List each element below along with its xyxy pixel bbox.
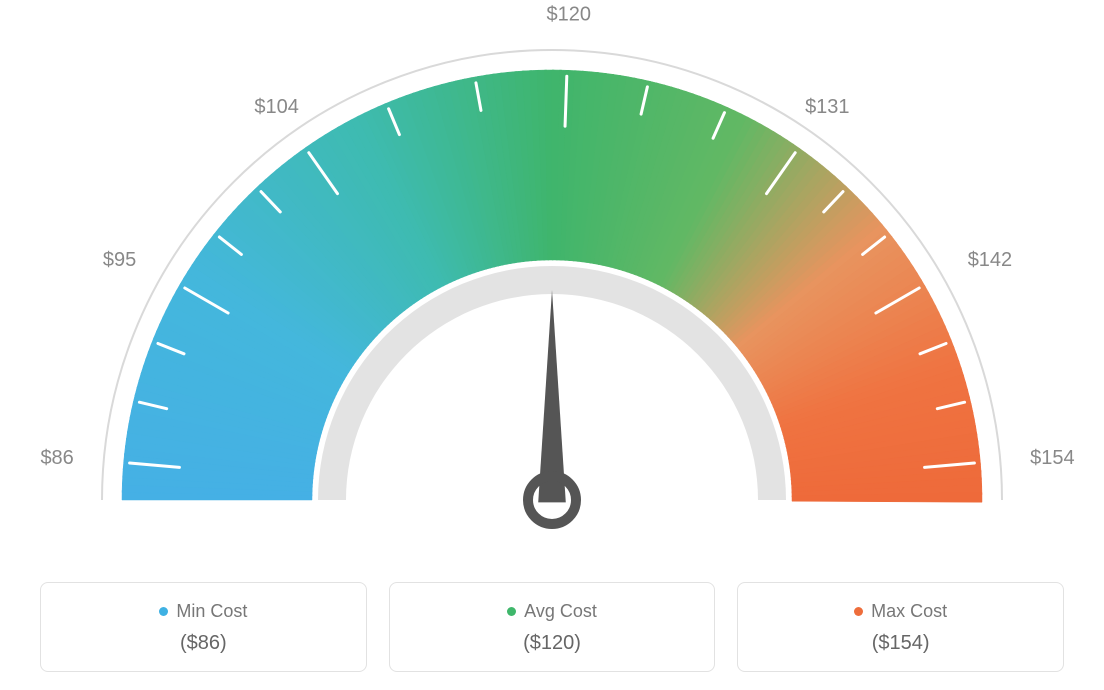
svg-text:$104: $104 xyxy=(254,96,299,118)
legend-label: Max Cost xyxy=(871,601,947,622)
svg-text:$95: $95 xyxy=(103,249,136,271)
dot-icon xyxy=(854,607,863,616)
dot-icon xyxy=(507,607,516,616)
svg-text:$120: $120 xyxy=(547,3,592,25)
svg-text:$86: $86 xyxy=(40,447,73,469)
cost-gauge-widget: $86 $95 $104 $120 $131 $142 $154 Min Cost ($86… xyxy=(0,0,1104,690)
legend-value: ($154) xyxy=(748,632,1053,655)
legend-avg-cost: Avg Cost ($120) xyxy=(389,582,716,672)
legend-max-cost: Max Cost ($154) xyxy=(737,582,1064,672)
legend-value: ($86) xyxy=(51,632,356,655)
svg-text:$154: $154 xyxy=(1030,447,1075,469)
legend-row: Min Cost ($86) Avg Cost ($120) Max Cost … xyxy=(40,582,1064,672)
gauge-chart: $86 $95 $104 $120 $131 $142 $154 xyxy=(0,0,1104,560)
svg-text:$142: $142 xyxy=(968,249,1013,271)
legend-label: Avg Cost xyxy=(524,601,597,622)
legend-value: ($120) xyxy=(400,632,705,655)
svg-text:$131: $131 xyxy=(805,96,850,118)
legend-min-cost: Min Cost ($86) xyxy=(40,582,367,672)
legend-label: Min Cost xyxy=(176,601,247,622)
dot-icon xyxy=(159,607,168,616)
